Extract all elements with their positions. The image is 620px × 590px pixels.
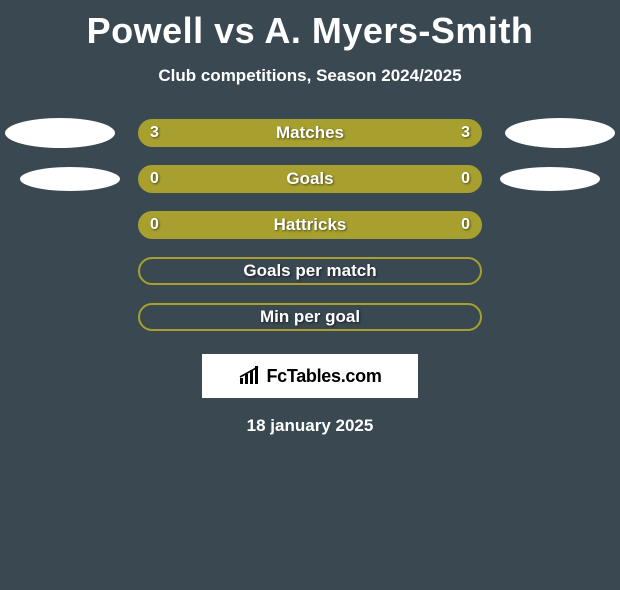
- stat-bar: Min per goal: [138, 303, 482, 331]
- brand-text: FcTables.com: [266, 366, 381, 387]
- stat-row: Min per goal: [0, 294, 620, 340]
- stat-value-right: 0: [461, 216, 470, 234]
- player-shadow-right: [500, 167, 600, 191]
- generated-date: 18 january 2025: [0, 416, 620, 436]
- stat-bar: 0 Hattricks 0: [138, 211, 482, 239]
- brand-box: FcTables.com: [202, 354, 418, 398]
- season-subtitle: Club competitions, Season 2024/2025: [0, 66, 620, 86]
- stat-bar: 3 Matches 3: [138, 119, 482, 147]
- stat-value-left: 0: [150, 170, 159, 188]
- page-title: Powell vs A. Myers-Smith: [0, 10, 620, 52]
- stat-row: 0 Goals 0: [0, 156, 620, 202]
- stat-bar: Goals per match: [138, 257, 482, 285]
- stat-label: Hattricks: [274, 215, 347, 235]
- stat-value-right: 0: [461, 170, 470, 188]
- stat-row: 3 Matches 3: [0, 110, 620, 156]
- stat-label: Min per goal: [260, 307, 360, 327]
- chart-icon: [238, 366, 262, 386]
- stat-bar: 0 Goals 0: [138, 165, 482, 193]
- stat-value-left: 0: [150, 216, 159, 234]
- stat-row: Goals per match: [0, 248, 620, 294]
- player-shadow-left: [5, 118, 115, 148]
- player-shadow-right: [505, 118, 615, 148]
- stat-label: Goals per match: [243, 261, 376, 281]
- stat-value-right: 3: [461, 124, 470, 142]
- stat-label: Matches: [276, 123, 344, 143]
- stat-value-left: 3: [150, 124, 159, 142]
- stat-row: 0 Hattricks 0: [0, 202, 620, 248]
- stat-label: Goals: [286, 169, 333, 189]
- player-shadow-left: [20, 167, 120, 191]
- stat-rows: 3 Matches 3 0 Goals 0 0 Hattricks 0 Goal…: [0, 110, 620, 340]
